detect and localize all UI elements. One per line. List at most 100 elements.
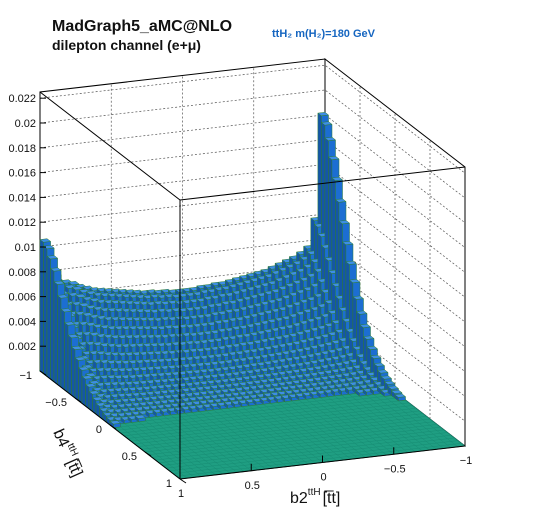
bar-top-face xyxy=(71,286,84,291)
z-grid-line xyxy=(39,188,466,298)
x-tick-label: −1 xyxy=(460,455,473,467)
y-tick-mark xyxy=(144,451,152,457)
floor-mesh-line xyxy=(158,429,445,464)
bar-side-face xyxy=(67,334,72,396)
bar-top-face xyxy=(77,366,90,371)
bar-top-face xyxy=(394,393,407,398)
y-tick-mark xyxy=(39,370,47,376)
floor-mesh-line xyxy=(123,402,410,437)
z-grid-line xyxy=(39,213,466,323)
z-tick-label: 0.01 xyxy=(15,242,36,254)
x-tick-label: −0.5 xyxy=(384,463,406,475)
bar-top-face xyxy=(324,136,337,141)
z-tick-label: 0.022 xyxy=(8,93,36,105)
z-tick-label: 0.006 xyxy=(8,292,36,304)
bar-top-face xyxy=(352,295,365,300)
bar-top-face xyxy=(67,281,80,286)
z-tick-label: 0.004 xyxy=(8,316,36,328)
bar-top-face xyxy=(70,345,83,350)
frame-edge xyxy=(179,166,466,201)
x-axis-label: b2ttH [t̅t] xyxy=(290,487,340,507)
y-axis-label: b4ttH[t̅t] xyxy=(49,425,88,479)
axis-ticks: 0.002 0.004 0.006 0.008 0.01 0.012 0.014 0.016 0… xyxy=(8,93,472,500)
bar-top-face xyxy=(390,389,403,394)
bar-top-face xyxy=(369,354,382,359)
bar-top-face xyxy=(317,112,330,117)
floor-mesh-line xyxy=(176,443,462,477)
bar-top-face xyxy=(46,255,59,260)
floor-mesh-line xyxy=(137,413,424,447)
bar-top-face xyxy=(362,335,375,340)
z-tick-label: 0.02 xyxy=(15,118,36,130)
bar-side-face xyxy=(43,245,48,377)
z-grid-line xyxy=(39,139,466,248)
y-tick-label: 0 xyxy=(96,424,102,436)
z-tick-label: 0.018 xyxy=(8,143,36,155)
bar-top-face xyxy=(355,310,368,315)
bar-top-face xyxy=(376,369,389,374)
floor-mesh-line xyxy=(109,391,396,426)
frame-edge xyxy=(39,91,181,201)
bar-top-face xyxy=(88,390,101,395)
z-grid-line xyxy=(39,114,466,224)
bar-top-face xyxy=(334,198,347,203)
z-tick-label: 0.012 xyxy=(8,217,36,229)
bar-side-face xyxy=(74,357,79,402)
z-tick-label: 0.008 xyxy=(8,267,36,279)
bar-top-face xyxy=(81,375,94,380)
y-tick-mark xyxy=(109,424,117,430)
y-tick-label: 1 xyxy=(166,478,172,490)
bar-side-face xyxy=(88,390,93,413)
floor-mesh-line xyxy=(144,418,431,453)
z-grid-line xyxy=(39,263,466,372)
bar-top-face xyxy=(366,345,379,350)
chart-annotation: ttH₂ m(H₂)=180 GeV xyxy=(272,28,376,40)
floor-mesh-line xyxy=(155,426,441,461)
bar-side-face xyxy=(60,308,65,391)
floor-mesh-line xyxy=(172,440,459,474)
bar-top-face xyxy=(63,321,76,326)
bar-top-face xyxy=(338,220,351,225)
z-grid-line xyxy=(39,312,466,422)
floor-mesh-line xyxy=(148,421,434,455)
bar-top-face xyxy=(60,308,73,313)
bar-top-face xyxy=(348,279,361,284)
bar-top-face xyxy=(327,155,340,160)
floor-mesh-line xyxy=(113,394,399,428)
bar-side-face xyxy=(53,281,58,386)
bar-top-face xyxy=(56,294,69,299)
z-tick-label: 0.016 xyxy=(8,168,36,180)
bar-side-face xyxy=(85,383,90,410)
bar-top-face xyxy=(345,260,358,265)
bar-side-face xyxy=(78,367,83,404)
z-grid-line xyxy=(39,164,466,273)
chart-title: MadGraph5_aMC@NLO xyxy=(52,18,232,35)
bar-top-face xyxy=(53,280,66,285)
bar-top-face xyxy=(109,420,122,425)
floor-mesh-line xyxy=(141,416,427,450)
y-tick-mark xyxy=(74,397,82,403)
bar-top-face xyxy=(373,362,386,367)
z-grid-line xyxy=(39,89,466,199)
z-grid-line xyxy=(39,288,466,397)
y-tick-mark xyxy=(179,478,187,484)
floor-mesh-line xyxy=(127,405,413,439)
x-tick-label: 1 xyxy=(178,488,184,500)
bar-top-face xyxy=(383,380,396,385)
floor-mesh-line xyxy=(130,407,417,442)
bar-top-face xyxy=(380,375,393,380)
bar-side-face xyxy=(81,375,86,407)
y-tick-label: −1 xyxy=(19,370,32,382)
y-tick-label: 0.5 xyxy=(122,451,137,463)
bar-top-face xyxy=(84,383,97,388)
x-tick-label: 0.5 xyxy=(245,480,260,492)
bar-top-face xyxy=(320,121,333,126)
floor-mesh-line xyxy=(162,432,448,466)
floor-mesh-line xyxy=(151,424,438,458)
bar-top-face xyxy=(42,245,55,250)
bar-top-face xyxy=(67,334,80,339)
bar-side-face xyxy=(50,267,55,383)
bar-top-face xyxy=(74,356,87,361)
floor-mesh-line xyxy=(116,397,403,431)
